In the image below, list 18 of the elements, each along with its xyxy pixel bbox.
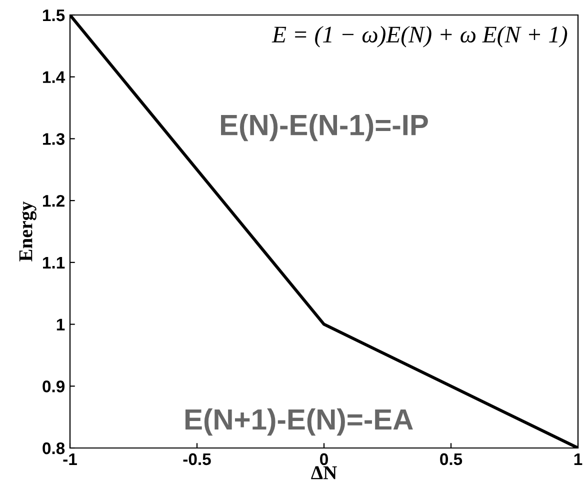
- x-tick-label: 0.5: [440, 453, 462, 466]
- y-tick-label: 1.3: [43, 133, 65, 145]
- y-tick-label: 0.8: [42, 442, 65, 454]
- annotation: E(N)-E(N-1)=-IP: [221, 114, 428, 142]
- y-tick-label: 1.4: [43, 71, 66, 83]
- y-axis-title: Energy: [19, 201, 36, 262]
- y-tick-label: 1: [56, 318, 65, 330]
- y-tick-label: 0.9: [42, 380, 65, 392]
- x-tick-label: -1: [63, 453, 77, 465]
- annotation: E(N+1)-E(N)=-EA: [185, 408, 413, 436]
- x-tick-label: 1: [574, 453, 582, 465]
- x-tick-label: -0.5: [183, 453, 211, 466]
- y-tick-label: 1.1: [43, 257, 65, 268]
- annotation: E = (1 − ω)E(N) + ω E(N + 1): [272, 26, 568, 48]
- x-axis-title: ΔN: [311, 466, 337, 480]
- y-tick-label: 1.2: [43, 194, 64, 207]
- x-tick-label: 0: [320, 453, 328, 466]
- y-tick-label: 1.5: [43, 10, 65, 22]
